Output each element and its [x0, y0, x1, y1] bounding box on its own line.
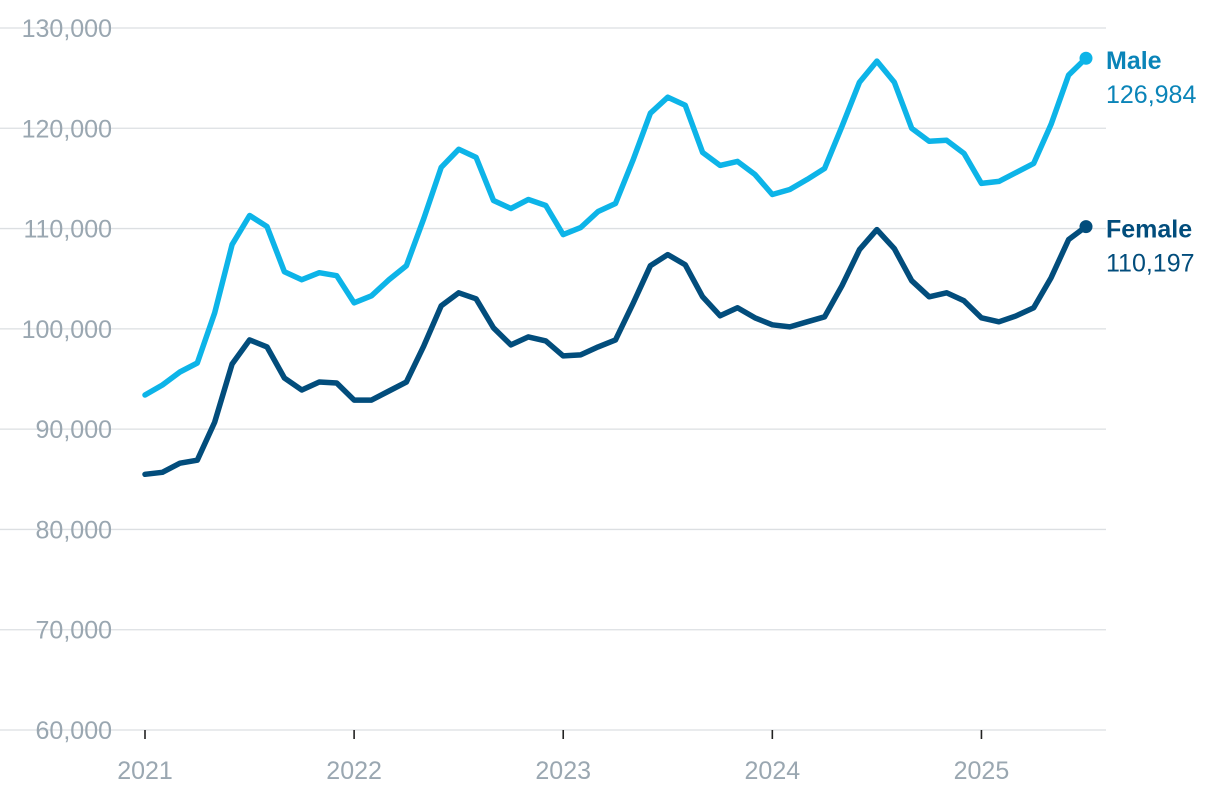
- y-axis: 60,000 70,000 80,000 90,000 100,000 110,000 12…: [22, 15, 112, 745]
- y-tick-label: 130,000: [22, 15, 112, 43]
- y-tick-label: 70,000: [36, 617, 112, 645]
- series-line-male: [142, 55, 1089, 398]
- series-line-female: [142, 223, 1089, 478]
- y-tick-label: 90,000: [36, 416, 112, 444]
- x-tick-label: 2023: [535, 757, 591, 785]
- y-tick-label: 110,000: [23, 216, 112, 244]
- series-value-female: 110,197: [1106, 250, 1195, 278]
- x-tick-label: 2021: [117, 757, 173, 785]
- x-tick-label: 2022: [326, 757, 382, 785]
- x-tick-label: 2025: [954, 757, 1010, 785]
- series-lines: [142, 51, 1093, 478]
- y-tick-label: 120,000: [22, 115, 112, 143]
- y-tick-label: 100,000: [22, 316, 112, 344]
- y-tick-label: 60,000: [36, 717, 112, 745]
- gridlines: [0, 27, 1106, 731]
- series-value-male: 126,984: [1106, 81, 1196, 109]
- x-tick-label: 2024: [745, 757, 801, 785]
- series-label-male: Male: [1106, 47, 1162, 75]
- y-tick-label: 80,000: [36, 516, 112, 544]
- end-point-male: [1079, 51, 1093, 65]
- end-point-female: [1079, 220, 1093, 234]
- x-axis: 2021 2022 2023 2024 2025: [117, 730, 1009, 785]
- end-labels: Male 126,984 Female 110,197: [1106, 47, 1196, 277]
- series-label-female: Female: [1106, 216, 1192, 244]
